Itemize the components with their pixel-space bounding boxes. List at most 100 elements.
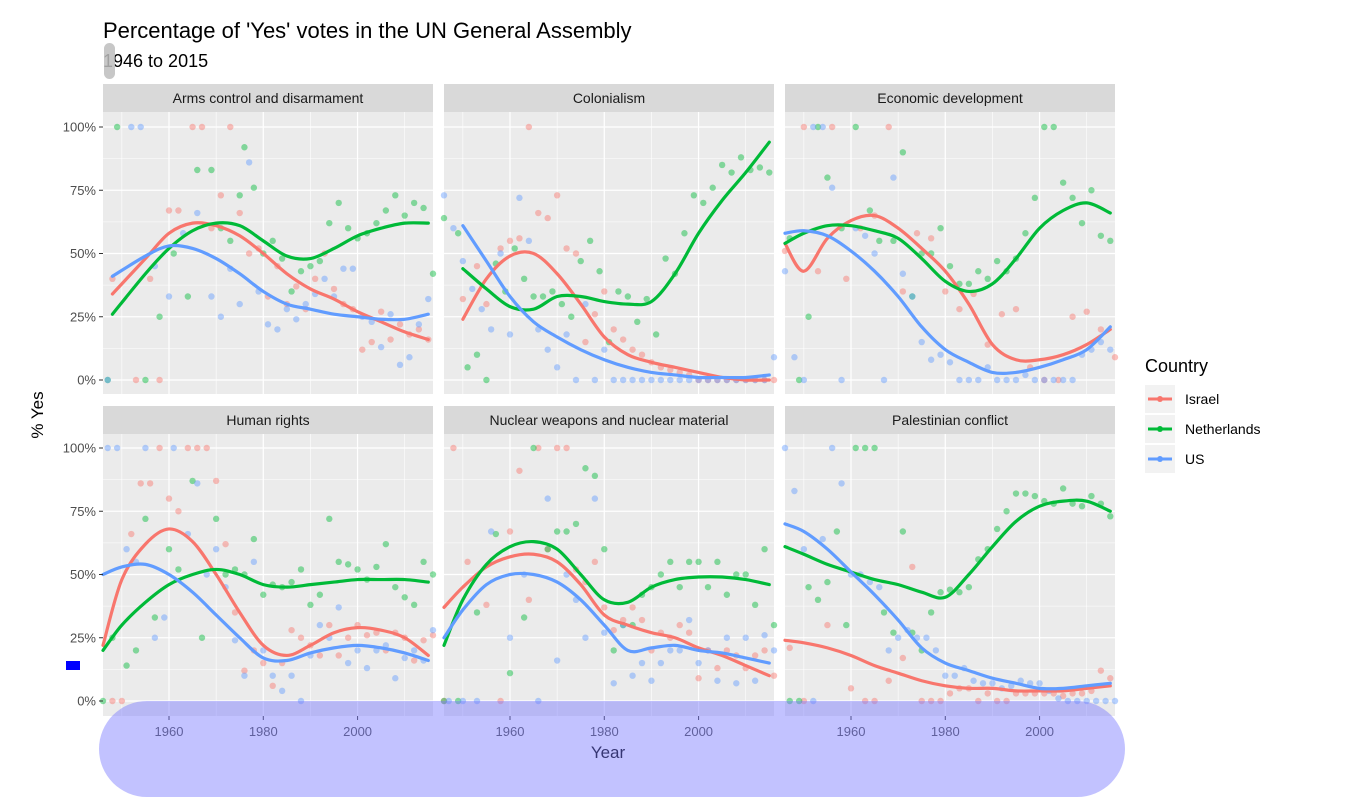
gridlines: [103, 434, 433, 716]
data-point: [885, 647, 892, 654]
data-point: [970, 677, 977, 684]
data-point: [156, 376, 163, 384]
data-point: [861, 232, 869, 239]
data-point: [208, 166, 215, 174]
data-point: [979, 680, 987, 687]
data-point: [278, 687, 286, 695]
data-point: [1107, 346, 1114, 353]
data-point: [506, 669, 514, 677]
data-point: [473, 609, 481, 616]
data-point: [297, 566, 305, 573]
facet-label: Arms control and disarmament: [173, 90, 364, 106]
data-point: [321, 275, 328, 282]
data-point: [1078, 502, 1086, 510]
data-point: [946, 359, 954, 366]
data-point: [619, 376, 627, 384]
data-point: [208, 225, 215, 232]
facet-strip: [103, 406, 433, 434]
data-point: [165, 207, 173, 214]
data-point: [1059, 692, 1067, 700]
data-point: [113, 123, 121, 131]
data-point: [577, 257, 584, 265]
data-point: [728, 169, 735, 176]
data-point: [871, 444, 878, 452]
facet-label: Nuclear weapons and nuclear material: [490, 412, 729, 428]
data-point: [814, 268, 822, 275]
y-tick-label: 75%: [70, 183, 96, 198]
data-point: [1003, 376, 1010, 384]
data-point: [454, 230, 462, 237]
data-point: [483, 300, 490, 308]
data-point: [344, 659, 352, 667]
data-point: [1031, 376, 1039, 384]
data-point: [429, 632, 437, 639]
data-point: [847, 685, 855, 692]
data-point: [392, 583, 399, 591]
data-point: [288, 578, 295, 586]
data-point: [363, 632, 371, 639]
data-point: [194, 166, 201, 174]
data-point: [993, 257, 1001, 265]
data-point: [795, 697, 803, 705]
data-point: [132, 647, 140, 654]
data-point: [1069, 194, 1076, 202]
data-point: [137, 123, 144, 131]
data-point: [601, 604, 608, 611]
data-point: [909, 293, 916, 300]
data-point: [146, 275, 154, 282]
data-point: [440, 192, 448, 199]
data-point: [516, 194, 523, 202]
data-point: [601, 346, 608, 353]
data-point: [610, 680, 617, 687]
facet-label: Economic development: [877, 90, 1023, 106]
data-point: [591, 311, 599, 318]
x-tick-label: 1960: [837, 724, 866, 739]
scroll-handle[interactable]: [104, 43, 115, 79]
data-point: [1097, 326, 1105, 333]
data-point: [690, 192, 698, 199]
data-point: [293, 316, 300, 323]
data-point: [899, 528, 907, 535]
data-point: [880, 609, 888, 616]
data-point: [123, 546, 130, 553]
data-point: [217, 313, 225, 320]
gridlines: [785, 112, 1115, 394]
data-point: [335, 604, 342, 611]
data-point: [264, 321, 272, 328]
data-point: [629, 604, 636, 611]
data-point: [260, 591, 267, 598]
data-point: [795, 376, 803, 384]
x-axis-label: Year: [591, 743, 626, 762]
data-point: [828, 184, 836, 191]
data-point: [487, 326, 495, 333]
data-point: [316, 257, 324, 265]
data-point: [1022, 490, 1029, 497]
data-point: [667, 647, 674, 654]
data-point: [951, 672, 958, 679]
data-point: [487, 528, 495, 535]
data-point: [415, 321, 423, 328]
data-point: [212, 477, 220, 485]
data-point: [563, 528, 570, 535]
data-point: [942, 672, 949, 679]
data-point: [770, 672, 778, 679]
blue-marker: [66, 661, 80, 670]
data-point: [1107, 675, 1114, 682]
data-point: [222, 571, 229, 578]
data-point: [520, 614, 528, 621]
y-axis-label: % Yes: [28, 391, 47, 438]
data-point: [297, 268, 305, 275]
gridlines: [785, 434, 1115, 716]
data-point: [288, 288, 295, 295]
data-point: [236, 209, 243, 217]
data-point: [913, 230, 921, 237]
data-point: [563, 331, 570, 338]
data-point: [1031, 492, 1039, 500]
data-point: [927, 356, 935, 363]
data-point: [506, 634, 514, 641]
data-point: [927, 609, 935, 616]
data-point: [1097, 667, 1105, 674]
data-point: [359, 346, 366, 353]
data-point: [946, 262, 954, 270]
data-point: [700, 199, 707, 207]
